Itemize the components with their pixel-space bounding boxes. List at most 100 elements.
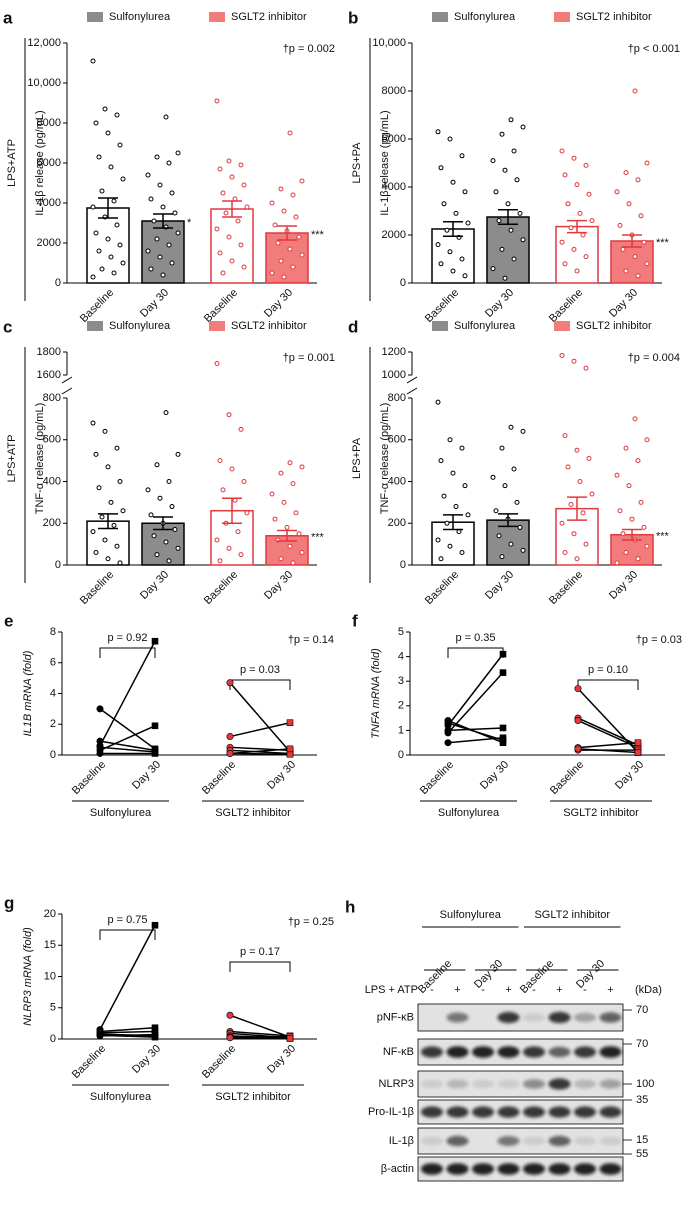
y-axis-label: TNFA mRNA (fold) [370,648,382,739]
baseline-point [444,739,452,747]
p-label: p = 0.92 [107,632,147,644]
data-point [490,158,496,164]
data-point [493,189,499,195]
y-axis-label: NLRP3 mRNA (fold) [22,927,34,1026]
panel-letter: b [348,8,358,27]
data-point [154,462,160,468]
data-point [90,529,96,535]
row-label: IL-1β [389,1135,414,1147]
group-label: Sulfonylurea [90,807,152,819]
legend-label: SGLT2 inhibitor [576,11,652,23]
data-point [565,464,571,470]
data-point [269,270,275,276]
x-tick-label: Baseline [200,1043,238,1081]
data-point [617,222,623,228]
data-point [623,268,629,274]
data-point [453,210,459,216]
data-point [459,549,465,555]
data-point [117,142,123,148]
y-tick-label: 4000 [37,197,61,209]
y-tick-label: 5 [398,626,404,638]
blot-band [523,1079,545,1089]
annotation: †p < 0.001 [628,43,680,55]
data-point [559,520,565,526]
data-point [520,124,526,130]
legend-swatch [87,12,103,22]
y-tick-label: 0 [50,749,56,761]
data-point [435,537,441,543]
data-point [157,495,163,501]
data-point [269,491,275,497]
blot-band [599,1136,622,1146]
y-tick-label: 0 [55,559,61,571]
data-point [111,270,117,276]
pair-line [447,653,504,726]
data-point [105,236,111,242]
data-point [214,361,220,366]
x-tick-label: Baseline [418,759,456,797]
data-point [163,410,169,416]
baseline-point [226,679,234,687]
timepoint-label: Day 30 [472,958,505,991]
y-tick-label: 1800 [37,346,61,358]
axis-break [61,376,73,384]
data-point [117,479,123,484]
data-point [465,512,471,518]
blot-band [497,1106,520,1118]
significance: *** [311,532,325,544]
data-point [562,172,568,178]
day30-point [151,921,159,929]
data-point [241,264,247,270]
data-point [217,458,223,464]
data-point [284,524,290,530]
day30-point [499,669,507,676]
blot-band [421,1106,443,1118]
data-point [435,399,441,405]
data-point [577,479,583,484]
data-point [117,242,123,248]
data-point [299,178,305,184]
treatment-sign: + [505,984,511,996]
p-label: p = 0.03 [240,664,280,676]
bar [431,228,475,284]
blot-band [548,1011,571,1024]
panel-letter: d [348,317,358,336]
p-bracket [577,679,639,690]
data-point [169,190,175,196]
data-point [299,464,305,470]
y-axis-label: IL-1β release (pg/mL) [379,110,391,215]
data-point [238,162,244,168]
blot-band [446,1135,469,1147]
x-tick-label: Day 30 [130,759,163,792]
pair-line [447,727,504,732]
data-point [238,552,244,558]
data-point [577,210,583,216]
data-point [635,556,641,562]
data-point [105,130,111,136]
day30-point [499,736,507,744]
treatment-sign: - [532,984,536,996]
data-point [90,420,96,426]
data-point [96,248,102,254]
x-tick-label: Day 30 [262,569,295,602]
data-point [299,549,305,555]
pair-line [99,746,156,753]
blot-band [574,1046,596,1058]
treatment-label: LPS + ATP [365,984,418,996]
row-label: β-actin [381,1163,414,1175]
data-point [447,437,453,443]
legend-label: SGLT2 inhibitor [231,11,307,23]
x-tick-label: Baseline [70,1043,108,1081]
blot-band [497,1011,520,1024]
annotation: †p = 0.002 [283,43,335,55]
data-point [517,524,523,530]
pair-line [577,688,639,754]
data-point [287,543,293,549]
data-point [441,201,447,207]
annotation: †p = 0.004 [628,352,680,364]
pair-line [229,1037,291,1040]
baseline-point [444,726,452,734]
blot-band [446,1079,469,1089]
blot-band [523,1163,545,1175]
y-tick-label: 200 [43,517,61,529]
